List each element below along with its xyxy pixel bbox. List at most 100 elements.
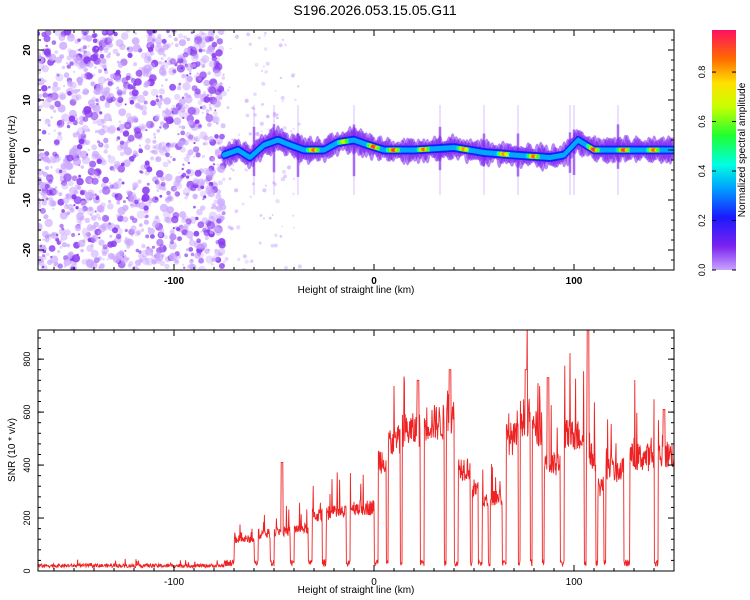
noise-blob xyxy=(38,77,45,86)
noise-blob xyxy=(181,172,187,178)
noise-blob xyxy=(196,238,201,243)
noise-blob xyxy=(209,93,213,97)
noise-blob xyxy=(50,200,57,207)
noise-blob xyxy=(92,234,98,240)
noise-speck xyxy=(283,174,287,179)
noise-speck xyxy=(261,102,264,106)
noise-blob xyxy=(39,152,44,157)
noise-blob xyxy=(154,37,163,45)
noise-blob xyxy=(127,52,133,59)
noise-blob xyxy=(212,111,218,116)
noise-blob xyxy=(73,196,82,205)
noise-blob xyxy=(203,229,210,237)
noise-speck xyxy=(261,130,263,133)
noise-blob xyxy=(192,146,200,153)
noise-blob xyxy=(74,39,80,44)
noise-blob xyxy=(126,190,131,195)
noise-speck xyxy=(271,214,274,216)
noise-blob xyxy=(162,161,169,168)
noise-blob xyxy=(124,103,127,106)
noise-blob xyxy=(120,162,125,167)
noise-blob xyxy=(82,130,85,134)
noise-blob xyxy=(41,129,47,135)
noise-blob xyxy=(119,140,125,145)
noise-blob xyxy=(199,106,203,109)
noise-speck xyxy=(280,95,285,100)
noise-speck xyxy=(292,214,295,217)
noise-blob xyxy=(99,143,103,146)
noise-blob xyxy=(38,188,40,195)
noise-blob xyxy=(134,199,139,205)
noise-speck xyxy=(244,259,249,264)
noise-speck xyxy=(245,169,248,172)
noise-speck xyxy=(245,113,250,118)
noise-blob xyxy=(216,94,223,101)
noise-speck xyxy=(231,138,234,141)
noise-blob xyxy=(217,141,221,145)
noise-blob xyxy=(96,102,99,106)
noise-blob xyxy=(201,111,204,114)
noise-blob xyxy=(178,39,187,47)
noise-blob xyxy=(142,257,150,266)
noise-blob xyxy=(65,193,70,198)
noise-blob xyxy=(176,85,182,91)
noise-blob xyxy=(109,182,112,185)
noise-blob xyxy=(202,142,206,146)
noise-blob xyxy=(86,72,94,80)
noise-blob xyxy=(113,181,122,190)
noise-blob xyxy=(82,205,88,212)
noise-speck xyxy=(273,182,277,186)
noise-speck xyxy=(237,257,241,262)
noise-blob xyxy=(171,42,174,45)
noise-blob xyxy=(82,116,89,122)
noise-blob xyxy=(186,37,191,42)
noise-blob xyxy=(124,249,127,252)
noise-blob xyxy=(215,193,222,200)
noise-blob xyxy=(106,54,111,59)
noise-speck xyxy=(282,126,287,130)
noise-blob xyxy=(102,91,108,97)
noise-blob xyxy=(208,181,214,187)
noise-blob xyxy=(194,119,200,125)
noise-speck xyxy=(276,113,279,116)
noise-blob xyxy=(203,79,210,87)
noise-blob xyxy=(102,186,111,195)
snr-y-tick-label: 0 xyxy=(22,568,32,573)
noise-blob xyxy=(162,210,171,219)
noise-blob xyxy=(156,42,162,48)
noise-blob xyxy=(204,141,209,146)
noise-blob xyxy=(149,150,152,153)
noise-blob xyxy=(96,158,102,164)
noise-blob xyxy=(132,150,138,156)
noise-speck xyxy=(262,65,265,68)
noise-blob xyxy=(216,163,220,166)
noise-blob xyxy=(163,234,168,240)
noise-blob xyxy=(119,129,124,134)
noise-blob xyxy=(155,156,162,163)
trace-peak xyxy=(316,148,320,152)
noise-speck xyxy=(262,217,265,220)
noise-blob xyxy=(45,252,50,257)
noise-blob xyxy=(55,72,59,75)
trace-peak xyxy=(626,148,630,152)
snr-series-line xyxy=(38,330,674,570)
noise-blob xyxy=(158,61,162,65)
noise-blob xyxy=(96,82,104,91)
noise-blob xyxy=(136,94,146,103)
noise-blob xyxy=(181,73,187,79)
noise-blob xyxy=(64,229,71,236)
noise-blob xyxy=(76,217,82,223)
noise-blob xyxy=(132,186,136,191)
noise-blob xyxy=(222,73,225,77)
noise-speck xyxy=(274,233,278,237)
noise-blob xyxy=(85,259,95,269)
noise-speck xyxy=(264,70,268,74)
noise-blob xyxy=(60,233,68,241)
noise-blob xyxy=(147,227,155,235)
noise-blob xyxy=(137,179,142,184)
noise-blob xyxy=(45,118,50,124)
noise-blob xyxy=(155,183,163,190)
noise-blob xyxy=(193,240,202,249)
noise-blob xyxy=(209,106,212,110)
